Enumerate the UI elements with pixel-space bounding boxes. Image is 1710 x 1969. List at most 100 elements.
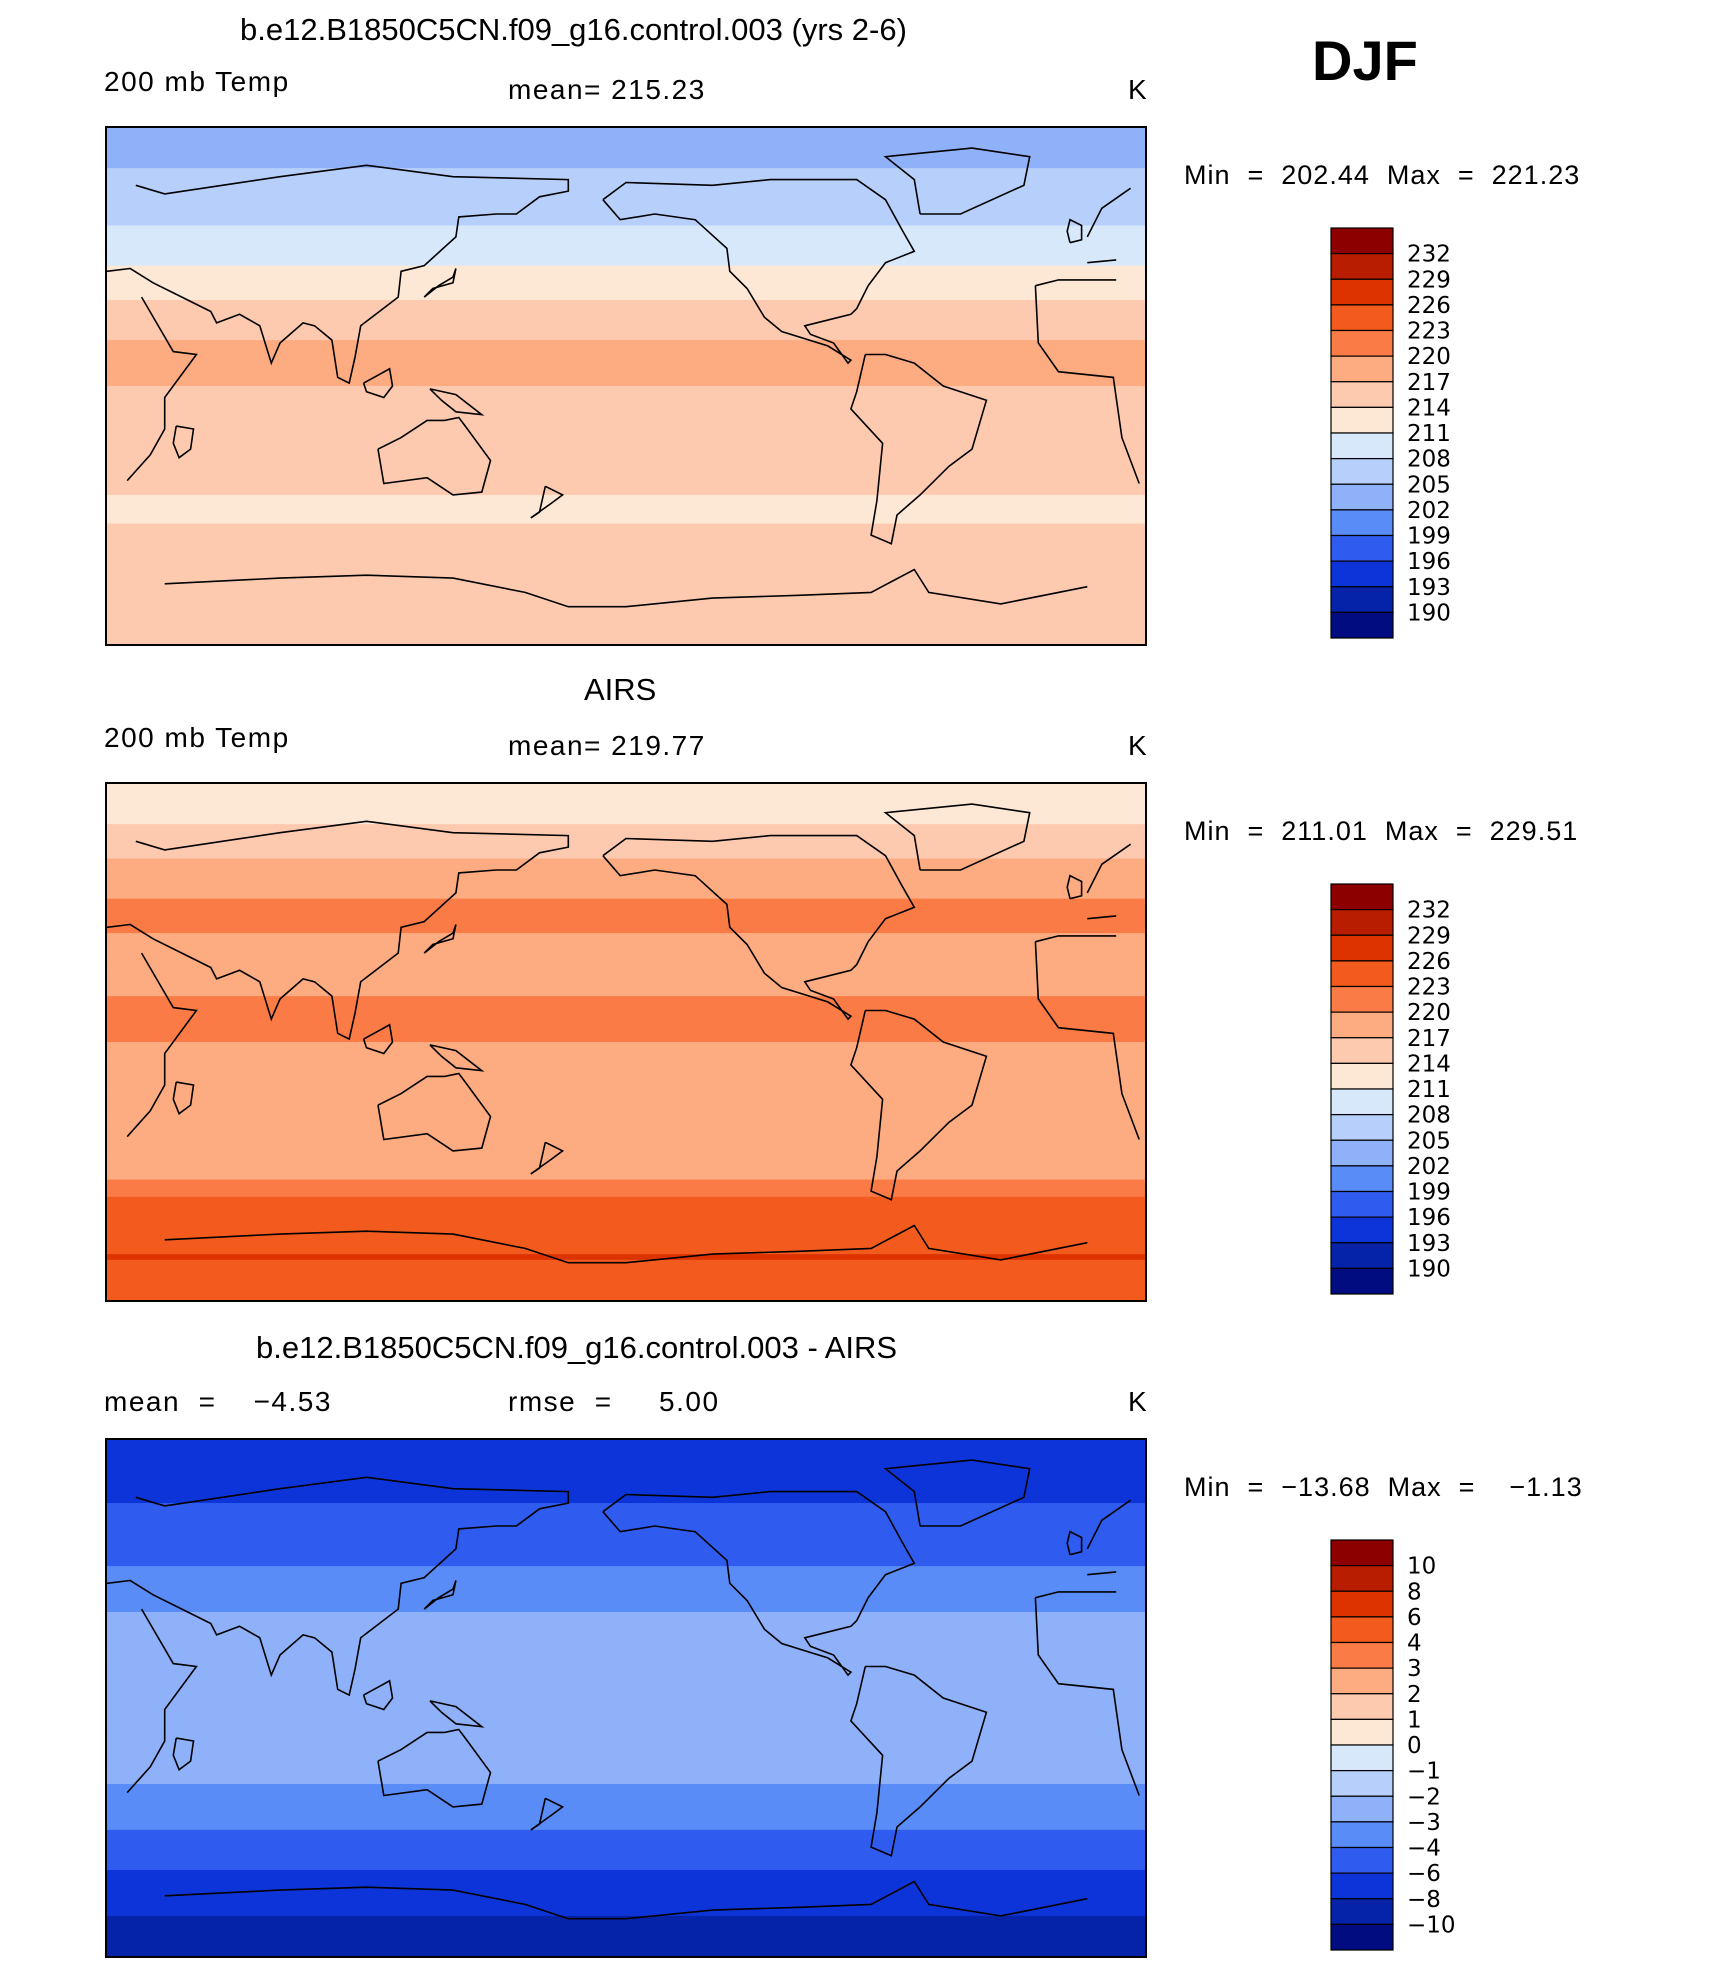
contour-band: [107, 915, 1145, 923]
contour-band: [107, 1806, 1145, 1814]
contour-band: [107, 1457, 1145, 1464]
contour-band: [107, 466, 1145, 473]
contour-band: [107, 1208, 1145, 1215]
colorbar-tick-label: 202: [1407, 498, 1451, 524]
colorbar-tick-label: −8: [1407, 1887, 1441, 1913]
contour-band: [107, 858, 1145, 865]
contour-band: [107, 1755, 1145, 1762]
coastline: [107, 820, 570, 1041]
coastline: [429, 388, 485, 416]
contour-band: [107, 978, 1145, 986]
coastline: [126, 952, 198, 1138]
colorbar-swatch: [1330, 1267, 1394, 1295]
contour-band: [107, 208, 1145, 215]
contour-band: [107, 408, 1145, 416]
contour-band: [107, 1059, 1145, 1066]
contour-band: [107, 300, 1145, 307]
colorbar-tick-label: 226: [1407, 949, 1451, 975]
colorbar-tick-label: 196: [1407, 549, 1451, 575]
colorbar-tick-label: 205: [1407, 1128, 1451, 1154]
contour-band: [107, 1497, 1145, 1504]
contour-band: [107, 1629, 1145, 1636]
contour-band: [107, 1933, 1145, 1940]
contour-band: [107, 1277, 1145, 1284]
contour-band: [107, 271, 1145, 278]
colorbar-tick-label: 193: [1407, 575, 1451, 601]
contour-band: [107, 996, 1145, 1003]
contour-band: [107, 1231, 1145, 1238]
contour-band: [107, 1133, 1145, 1141]
contour-band: [107, 1950, 1145, 1956]
colorbar-swatch: [1330, 1565, 1394, 1592]
coastline: [164, 1224, 1088, 1264]
contour-band: [107, 196, 1145, 204]
coastline: [883, 147, 1031, 215]
colorbar-tick-label: 6: [1407, 1605, 1422, 1631]
contour-band: [107, 1248, 1145, 1255]
contour-band: [107, 454, 1145, 462]
contour-band: [107, 248, 1145, 255]
colorbar-tick-label: −3: [1407, 1810, 1441, 1836]
colorbar-swatch: [1330, 534, 1394, 562]
contour-band: [107, 852, 1145, 860]
contour-band: [107, 1179, 1145, 1186]
contour-band: [107, 489, 1145, 496]
colorbar-tick-label: 220: [1407, 1000, 1451, 1026]
colorbar-tick-label: −4: [1407, 1836, 1441, 1862]
coastline: [602, 178, 916, 365]
coastline: [1066, 874, 1083, 900]
contour-band: [107, 933, 1145, 940]
contour-band: [107, 540, 1145, 548]
contour-band: [107, 1156, 1145, 1163]
panel1-title: b.e12.B1850C5CN.f09_g16.control.003 (yrs…: [240, 12, 907, 47]
coastline: [429, 1044, 485, 1072]
coastline: [849, 1009, 988, 1201]
colorbar-swatch: [1330, 1165, 1394, 1193]
coastline: [164, 568, 1088, 608]
panel3-map: [105, 1438, 1147, 1958]
contour-band: [107, 1173, 1145, 1181]
colorbar-tick-label: 229: [1407, 923, 1451, 949]
contour-band: [107, 1749, 1145, 1756]
contour-band: [107, 1445, 1145, 1453]
contour-band: [107, 892, 1145, 900]
contour-band: [107, 1214, 1145, 1221]
colorbar-tick-label: 193: [1407, 1231, 1451, 1257]
contour-band: [107, 1778, 1145, 1785]
coastline: [1034, 941, 1140, 1140]
panel2-units-label: K: [1128, 730, 1149, 761]
contour-band: [107, 1116, 1145, 1123]
colorbar-swatch: [1330, 1744, 1394, 1772]
contour-band: [107, 1503, 1145, 1510]
contour-band: [107, 961, 1145, 969]
contour-band: [107, 277, 1145, 284]
colorbar-tick-label: −1: [1407, 1759, 1441, 1785]
contour-band: [107, 1531, 1145, 1539]
colorbar-swatch: [1330, 1770, 1394, 1797]
colorbar-swatch: [1330, 1718, 1394, 1746]
colorbar-tick-label: 214: [1407, 395, 1451, 421]
contour-band: [107, 1766, 1145, 1774]
contour-band: [107, 1042, 1145, 1049]
contour-band: [107, 431, 1145, 439]
colorbar-swatch: [1330, 1923, 1394, 1951]
contour-band: [107, 806, 1145, 814]
contour-band: [107, 1122, 1145, 1129]
contour-band: [107, 1520, 1145, 1527]
colorbar-swatch: [1330, 1190, 1394, 1218]
colorbar-tick-label: −10: [1407, 1912, 1456, 1938]
contour-band: [107, 420, 1145, 427]
contour-band: [107, 1698, 1145, 1705]
contour-band: [107, 1875, 1145, 1883]
contour-band: [107, 1537, 1145, 1544]
colorbar-swatch: [1330, 611, 1394, 639]
contour-band: [107, 1617, 1145, 1625]
colorbar-swatch: [1330, 1641, 1394, 1669]
contour-band: [107, 1743, 1145, 1751]
contour-band: [107, 242, 1145, 249]
contour-band: [107, 139, 1145, 146]
contour-band: [107, 311, 1145, 318]
contour-band: [107, 1652, 1145, 1659]
contour-band: [107, 1440, 1145, 1447]
